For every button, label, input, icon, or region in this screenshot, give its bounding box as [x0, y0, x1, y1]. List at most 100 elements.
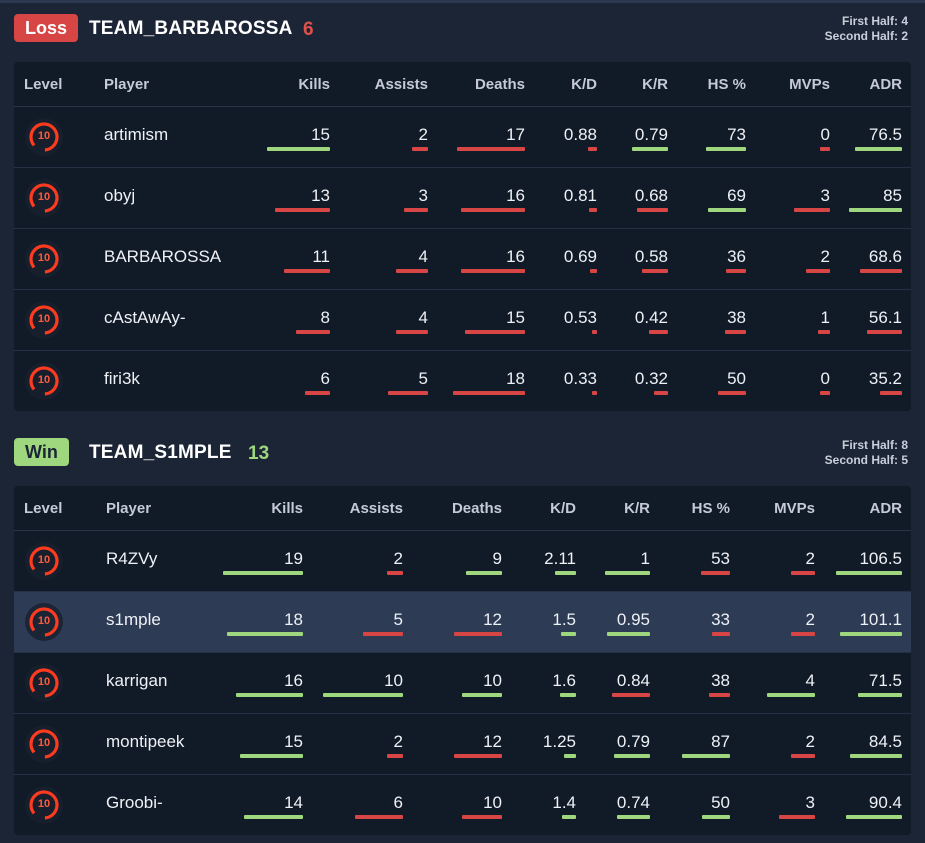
first-half-score: First Half: 8	[841, 438, 908, 452]
skill-level-value: 10	[37, 191, 51, 203]
stat-adr: 56.1	[868, 308, 902, 327]
column-header-hs[interactable]: HS %	[707, 76, 746, 93]
column-header-assists[interactable]: Assists	[374, 76, 428, 93]
column-header-adr[interactable]: ADR	[869, 76, 903, 93]
stat-assists: 2	[393, 732, 403, 751]
stat-kills: 14	[284, 793, 303, 812]
player-row[interactable]: 10 s1mple 18 5 12 1.5 0.95 33 2 101.1	[14, 591, 911, 652]
team-name[interactable]: TEAM_BARBAROSSA	[89, 18, 293, 39]
skill-level-value: 10	[37, 554, 51, 566]
half-scores: First Half: 4 Second Half: 2	[825, 14, 908, 44]
player-row[interactable]: 10 obyj 13 3 16 0.81 0.68 69 3 85	[14, 167, 911, 228]
stat-kills: 15	[311, 125, 330, 144]
column-header-level[interactable]: Level	[24, 500, 63, 517]
column-header-player[interactable]: Player	[104, 76, 150, 93]
stat-kr: 0.84	[616, 671, 650, 690]
stat-bar-hs	[726, 269, 746, 273]
stat-bar-kd	[590, 269, 597, 273]
player-name[interactable]: R4ZVy	[106, 549, 158, 568]
half-scores: First Half: 8 Second Half: 5	[825, 438, 908, 468]
stat-kd: 0.69	[563, 247, 597, 266]
stat-bar-hs	[701, 571, 730, 575]
player-name[interactable]: karrigan	[106, 671, 168, 690]
skill-level-icon: 10	[25, 118, 63, 156]
skill-level-icon: 10	[25, 603, 63, 641]
stat-hs: 53	[711, 549, 730, 568]
skill-level-icon: 10	[25, 362, 63, 400]
team-score: 13	[248, 443, 270, 464]
stat-bar-adr	[840, 632, 902, 636]
stat-bar-hs	[706, 147, 746, 151]
column-header-kr[interactable]: K/R	[624, 500, 650, 517]
column-header-kd[interactable]: K/D	[571, 76, 597, 93]
player-name[interactable]: BARBAROSSA	[104, 247, 222, 266]
player-row[interactable]: 10 Groobi- 14 6 10 1.4 0.74 50 3 90.4	[14, 774, 911, 835]
column-header-adr[interactable]: ADR	[869, 500, 903, 517]
stat-mvps: 2	[805, 732, 815, 751]
stat-bar-hs	[725, 330, 746, 334]
stat-bar-mvps	[806, 269, 830, 273]
stat-bar-mvps	[791, 632, 815, 636]
column-header-mvps[interactable]: MVPs	[774, 500, 815, 517]
stat-deaths: 10	[483, 793, 502, 812]
column-header-mvps[interactable]: MVPs	[789, 76, 830, 93]
column-header-deaths[interactable]: Deaths	[474, 76, 525, 93]
stat-mvps: 4	[805, 671, 815, 690]
player-row[interactable]: 10 cAstAwAy- 8 4 15 0.53 0.42 38 1 56.1	[14, 289, 911, 350]
stat-bar-kd	[562, 815, 576, 819]
player-name[interactable]: obyj	[104, 186, 136, 205]
player-name[interactable]: firi3k	[104, 369, 140, 388]
stat-bar-mvps	[779, 815, 815, 819]
first-half-score: First Half: 4	[841, 14, 908, 28]
player-row[interactable]: 10 artimism 15 2 17 0.88 0.79 73 0 76.5	[14, 107, 911, 167]
player-name[interactable]: s1mple	[106, 610, 161, 629]
column-header-kr[interactable]: K/R	[642, 76, 668, 93]
stat-bar-hs	[712, 632, 730, 636]
stat-bar-deaths	[465, 330, 525, 334]
player-name[interactable]: montipeek	[106, 732, 185, 751]
stat-assists: 5	[393, 610, 403, 629]
stat-assists: 6	[393, 793, 403, 812]
column-header-kills[interactable]: Kills	[271, 500, 303, 517]
stat-kd: 0.33	[563, 369, 597, 388]
stat-mvps: 2	[820, 247, 830, 266]
stat-kills: 19	[284, 549, 303, 568]
stat-bar-kr	[617, 815, 650, 819]
column-header-kd[interactable]: K/D	[550, 500, 576, 517]
stat-assists: 4	[418, 308, 428, 327]
player-row[interactable]: 10 karrigan 16 10 10 1.6 0.84 38 4 71.5	[14, 652, 911, 713]
stat-hs: 38	[727, 308, 746, 327]
team-name[interactable]: TEAM_S1MPLE	[89, 442, 232, 463]
stat-kills: 6	[320, 369, 330, 388]
column-header-player[interactable]: Player	[106, 500, 152, 517]
player-name[interactable]: Groobi-	[106, 793, 163, 812]
column-header-kills[interactable]: Kills	[298, 76, 330, 93]
column-header-level[interactable]: Level	[24, 76, 63, 93]
stat-assists: 5	[418, 369, 428, 388]
stat-bar-hs	[718, 391, 746, 395]
stat-kills: 16	[284, 671, 303, 690]
player-row[interactable]: 10 firi3k 6 5 18 0.33 0.32 50 0 35.2	[14, 350, 911, 411]
stat-bar-deaths	[454, 754, 502, 758]
stat-hs: 50	[727, 369, 746, 388]
player-name[interactable]: artimism	[104, 125, 169, 144]
skill-level-value: 10	[37, 313, 51, 325]
column-header-hs[interactable]: HS %	[691, 500, 730, 517]
stat-bar-adr	[880, 391, 902, 395]
stat-bar-kills	[236, 693, 303, 697]
column-header-assists[interactable]: Assists	[349, 500, 403, 517]
player-row[interactable]: 10 BARBAROSSA 11 4 16 0.69 0.58 36 2 68.6	[14, 228, 911, 289]
stat-bar-kills	[296, 330, 330, 334]
column-header-deaths[interactable]: Deaths	[451, 500, 502, 517]
player-row[interactable]: 10 R4ZVy 19 2 9 2.11 1 53 2 106.5	[14, 531, 911, 591]
stat-deaths: 9	[492, 549, 502, 568]
stat-bar-kd	[592, 330, 597, 334]
stat-adr: 76.5	[868, 125, 902, 144]
stat-bar-deaths	[462, 693, 502, 697]
skill-level-icon: 10	[25, 179, 63, 217]
stat-deaths: 15	[506, 308, 525, 327]
player-name[interactable]: cAstAwAy-	[104, 308, 186, 327]
stat-bar-deaths	[462, 815, 502, 819]
player-row[interactable]: 10 montipeek 15 2 12 1.25 0.79 87 2 84.5	[14, 713, 911, 774]
stat-bar-assists	[396, 269, 428, 273]
